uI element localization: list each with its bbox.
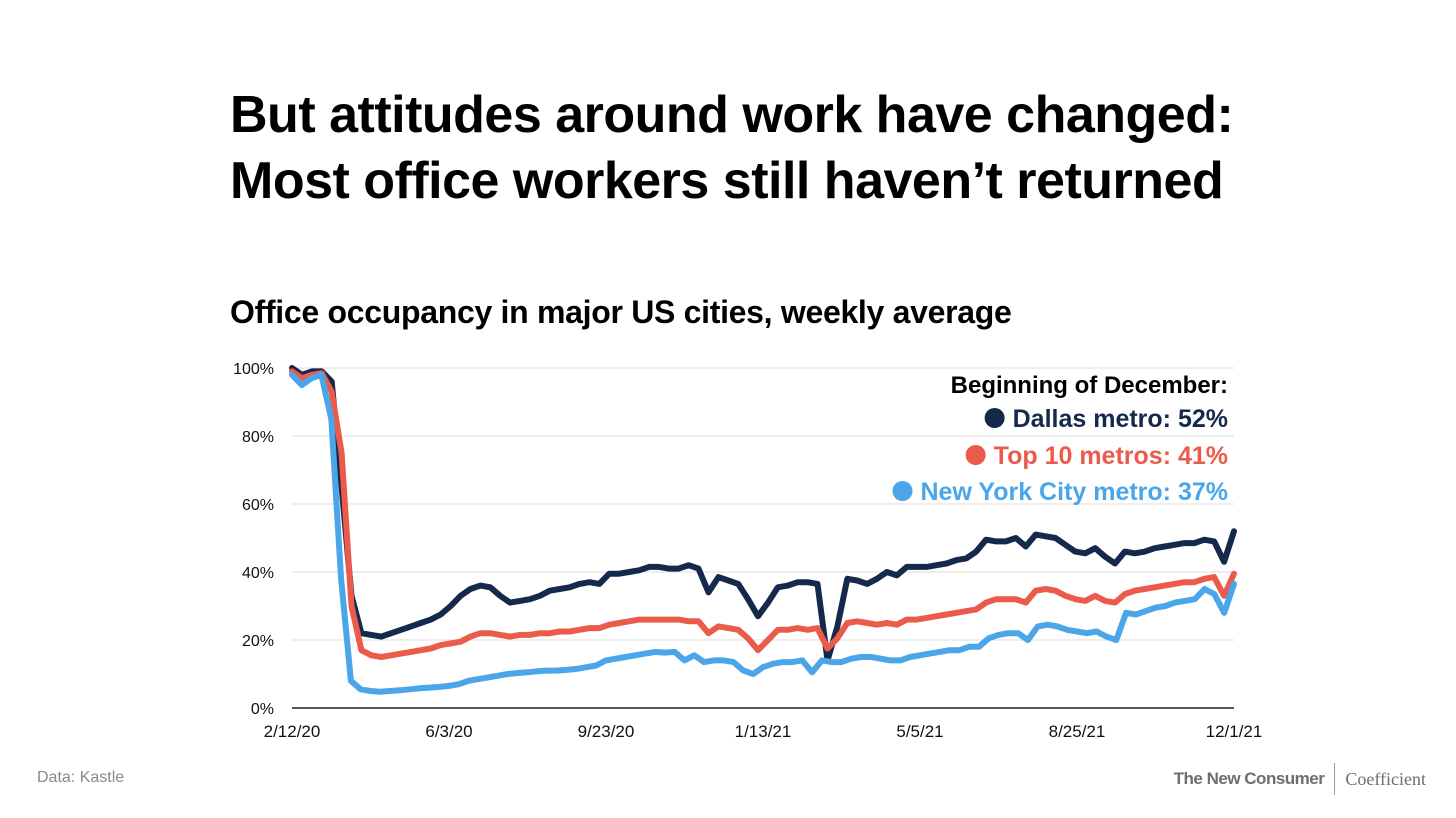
x-tick-label: 5/5/21 (896, 722, 943, 741)
series-line-2 (289, 371, 1237, 695)
series-lines (289, 365, 1237, 695)
x-tick-label: 9/23/20 (578, 722, 635, 741)
legend-marker (892, 481, 913, 501)
y-axis-tick-labels: 0% 20% 40% 60% 80% 100% (233, 361, 274, 718)
y-tick-label: 100% (233, 361, 274, 378)
legend-title: Beginning of December: (951, 372, 1228, 399)
brand-logo-the-new-consumer: The New Consumer (1173, 769, 1325, 788)
brand-divider (1334, 763, 1336, 795)
series-line-0 (289, 365, 1237, 664)
y-tick-label: 20% (242, 633, 274, 650)
legend-label: Top 10 metros: 41% (994, 442, 1228, 470)
y-tick-label: 40% (242, 565, 274, 582)
legend-marker (965, 445, 986, 465)
x-axis-tick-labels: 2/12/20 6/3/20 9/23/20 1/13/21 5/5/21 8/25/21… (264, 722, 1263, 741)
x-tick-label: 8/25/21 (1049, 722, 1106, 741)
x-tick-label: 1/13/21 (735, 722, 792, 741)
x-tick-label: 6/3/20 (425, 722, 472, 741)
gridlines (292, 367, 1234, 709)
legend: Beginning of December: Dallas metro: 52%… (892, 372, 1228, 506)
legend-label: New York City metro: 37% (920, 478, 1228, 506)
y-tick-label: 60% (242, 497, 274, 514)
legend-label: Dallas metro: 52% (1013, 405, 1228, 433)
brand-footer: The New Consumer Coefficient (1174, 762, 1426, 796)
y-tick-label: 0% (251, 701, 274, 718)
headline-line-1: But attitudes around work have changed: (230, 86, 1234, 144)
y-tick-label: 80% (242, 429, 274, 446)
data-source-note: Data: Kastle (37, 769, 125, 786)
brand-logo-coefficient: Coefficient (1345, 768, 1426, 789)
chart-title: Office occupancy in major US cities, wee… (230, 294, 1012, 330)
x-tick-label: 12/1/21 (1206, 722, 1263, 741)
series-line-1 (289, 368, 1237, 660)
headline-line-2: Most office workers still haven’t return… (230, 152, 1224, 210)
legend-marker (984, 408, 1005, 428)
headline: But attitudes around work have changed: … (230, 82, 1410, 214)
x-tick-label: 2/12/20 (264, 722, 321, 741)
